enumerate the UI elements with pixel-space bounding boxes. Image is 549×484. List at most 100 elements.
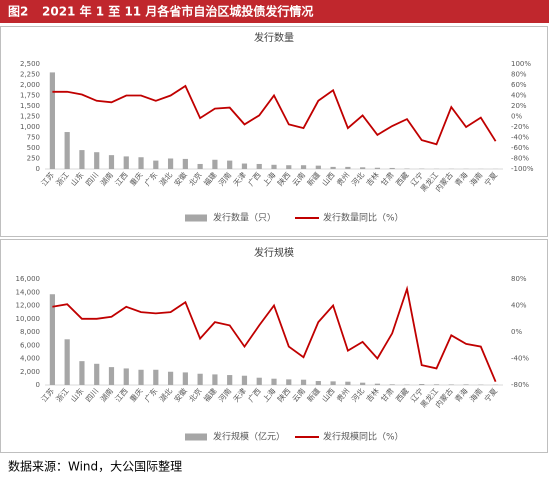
bar [286, 165, 291, 169]
tick-label: -40% [511, 355, 529, 363]
x-tick-label: 安徽 [172, 169, 190, 187]
bar [345, 382, 350, 385]
bar [390, 384, 395, 385]
bar [419, 384, 424, 385]
x-tick-label: 广西 [245, 169, 263, 187]
bar [168, 372, 173, 385]
bar [79, 150, 84, 169]
tick-label: 0% [511, 328, 522, 336]
tick-label: 60% [511, 81, 527, 89]
x-tick-label: 云南 [290, 169, 308, 187]
bar [227, 161, 232, 169]
bar [183, 159, 188, 169]
tick-label: 250 [27, 155, 40, 163]
x-tick-label: 福建 [201, 385, 219, 403]
bar [124, 156, 129, 169]
legend-label: 发行数量同比（%） [323, 212, 404, 224]
bar [449, 384, 454, 385]
x-tick-label: 安徽 [172, 385, 190, 403]
tick-label: 2,500 [20, 60, 40, 68]
x-tick-label: 江苏 [39, 169, 57, 187]
tick-label: 80% [511, 71, 527, 79]
x-tick-label: 浙江 [53, 169, 71, 187]
x-tick-label: 西藏 [393, 385, 411, 403]
x-tick-label: 陕西 [275, 385, 293, 403]
x-tick-label: 新疆 [305, 385, 323, 403]
x-tick-label: 吉林 [364, 385, 382, 403]
tick-label: 0% [511, 113, 522, 121]
tick-label: -20% [511, 123, 529, 131]
bar [94, 152, 99, 169]
tick-label: 4,000 [20, 355, 40, 363]
x-tick-label: 青海 [452, 169, 470, 187]
bar [390, 168, 395, 169]
bar [360, 383, 365, 385]
x-tick-label: 贵州 [334, 170, 351, 188]
x-tick-label: 北京 [186, 169, 204, 187]
legend-label: 发行规模同比（%） [323, 431, 404, 443]
line [52, 289, 495, 382]
x-tick-label: 海南 [467, 169, 485, 187]
tick-label: 1,750 [20, 92, 40, 100]
tick-label: 40% [511, 302, 527, 310]
tick-label: 0 [36, 381, 40, 389]
x-tick-label: 河南 [216, 385, 234, 403]
x-tick-label: 甘肃 [378, 169, 396, 187]
tick-label: -80% [511, 381, 529, 389]
source: 数据来源：Wind，大公国际整理 [8, 459, 182, 474]
bar [79, 361, 84, 385]
tick-label: 16,000 [16, 275, 41, 283]
x-tick-label: 海南 [467, 385, 485, 403]
bar [330, 167, 335, 169]
x-tick-label: 天津 [231, 386, 248, 404]
x-tick-label: 河南 [216, 169, 234, 187]
x-tick-label: 湖北 [158, 170, 175, 188]
legend-swatch [185, 215, 207, 222]
legend-label: 发行规模（亿元） [213, 431, 285, 443]
bar [316, 166, 321, 169]
x-tick-label: 江西 [113, 170, 130, 188]
x-tick-label: 浙江 [53, 385, 71, 403]
x-tick-label: 云南 [290, 385, 308, 403]
x-tick-label: 西藏 [393, 169, 411, 187]
x-tick-label: 广东 [142, 385, 160, 403]
x-tick-label: 贵州 [334, 386, 351, 404]
x-tick-label: 湖北 [158, 386, 175, 404]
x-tick-label: 四川 [84, 171, 101, 188]
tick-label: 1,000 [20, 123, 40, 131]
bar [198, 374, 203, 385]
bar [109, 155, 114, 169]
x-tick-label: 甘肃 [378, 385, 396, 403]
tick-label: 6,000 [20, 341, 40, 349]
x-tick-label: 重庆 [127, 385, 145, 403]
bar [375, 168, 380, 169]
x-tick-label: 广东 [142, 169, 160, 187]
x-tick-label: 湖南 [98, 169, 116, 187]
bar [109, 367, 114, 385]
x-tick-label: 河北 [350, 386, 367, 404]
x-tick-label: 山西 [319, 385, 337, 403]
tick-label: 0 [36, 165, 40, 173]
tick-label: -80% [511, 155, 529, 163]
x-tick-label: 上海 [260, 169, 278, 187]
bar [242, 376, 247, 385]
bar [138, 370, 143, 385]
x-tick-label: 江西 [113, 386, 130, 404]
tick-label: 2,000 [20, 368, 40, 376]
bar [257, 378, 262, 385]
chart-frame [1, 240, 548, 453]
x-tick-label: 吉林 [364, 169, 382, 187]
tick-label: 14,000 [16, 288, 41, 296]
bar [271, 379, 276, 385]
x-tick-label: 新疆 [305, 169, 323, 187]
tick-label: -40% [511, 134, 529, 142]
tick-label: 40% [511, 92, 527, 100]
bar [227, 375, 232, 385]
tick-label: 1,250 [20, 113, 40, 121]
x-tick-label: 河北 [350, 170, 367, 188]
x-tick-label: 青海 [452, 385, 470, 403]
bar [434, 384, 439, 385]
x-tick-label: 四川 [84, 387, 101, 404]
x-tick-label: 天津 [231, 170, 248, 188]
